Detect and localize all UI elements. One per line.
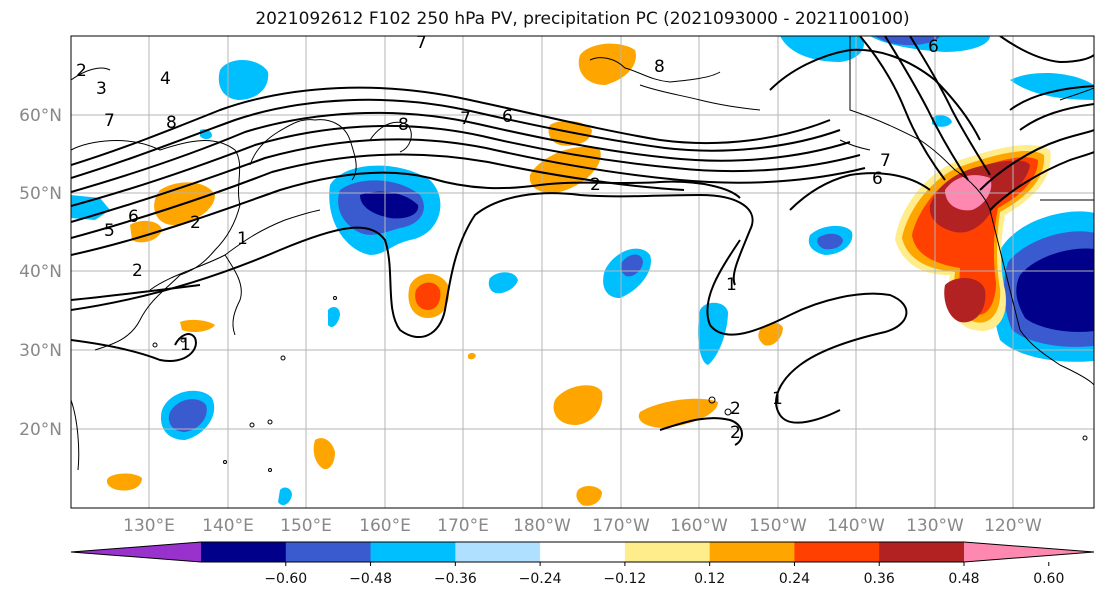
contour-label: 2 — [730, 423, 741, 443]
contour-label: 2 — [76, 61, 87, 81]
contour-label: 6 — [928, 37, 939, 57]
contour-label: 2 — [730, 399, 741, 419]
contour-label: 2 — [132, 261, 143, 281]
lon-tick-label: 180°W — [513, 516, 571, 536]
contour-label: 6 — [872, 169, 883, 189]
contour-label: 6 — [502, 107, 513, 127]
lon-tick-label: 150°W — [749, 516, 807, 536]
colorbar-segment — [624, 542, 711, 562]
pv-contour-1b — [659, 417, 743, 446]
lat-axis: 60°N 50°N 40°N 30°N 20°N — [19, 106, 62, 440]
colorbar-tick-label: −0.60 — [264, 571, 307, 587]
contour-label: 3 — [96, 79, 107, 99]
contour-label: 1 — [726, 275, 737, 295]
colorbar: −0.60 −0.48 −0.36 −0.24 −0.12 0.12 0.24 0.36 0.4… — [70, 541, 1095, 587]
contour-label: 5 — [104, 221, 115, 241]
lat-tick-label: 20°N — [19, 420, 62, 440]
lat-tick-label: 30°N — [19, 341, 62, 361]
colorbar-tick-label: 0.36 — [864, 571, 895, 587]
contour-label: 1 — [772, 389, 783, 409]
lat-tick-label: 40°N — [19, 262, 62, 282]
pv-contour-3 — [71, 153, 685, 239]
island-coastlines — [152, 296, 1088, 472]
contour-label: 1 — [237, 229, 248, 249]
contour-label: 7 — [416, 33, 427, 53]
colorbar-extend-max — [964, 542, 1094, 562]
lat-tick-label: 50°N — [19, 184, 62, 204]
colorbar-segment — [455, 542, 541, 562]
pv-contour-7 — [71, 98, 841, 179]
contour-label: 6 — [128, 207, 139, 227]
contour-labels: 2 3 4 7 8 6 5 2 7 8 6 2 7 6 1 1 2 2 6 7 … — [76, 33, 939, 443]
map-frame — [70, 35, 1095, 509]
contour-label: 8 — [398, 115, 409, 135]
contour-label: 7 — [104, 111, 115, 131]
coastlines — [71, 36, 1094, 471]
colorbar-tick-label: −0.36 — [434, 571, 477, 587]
colorbar-outline — [70, 541, 1095, 563]
lon-tick-label: 150°E — [280, 516, 332, 536]
lon-tick-label: 130°E — [123, 516, 175, 536]
pv-contour-5 — [71, 124, 861, 207]
pv-contour-east-coast — [979, 129, 1094, 211]
pv-contour-ne — [859, 36, 1094, 181]
lon-tick-label: 120°W — [984, 516, 1042, 536]
precip-anomaly-negative — [71, 36, 1094, 506]
pv-contour-2 — [71, 171, 741, 256]
lon-axis: 130°E 140°E 150°E 160°E 170°E 180°W 170°… — [123, 516, 1042, 536]
pv-contour-mid — [769, 48, 981, 211]
colorbar-segment — [879, 542, 965, 562]
contour-label: 2 — [590, 175, 601, 195]
contour-label: 8 — [166, 113, 177, 133]
colorbar-segment — [285, 542, 372, 562]
contour-label: 7 — [460, 109, 471, 129]
pv-contours — [71, 36, 1094, 446]
colorbar-segment — [540, 542, 626, 562]
colorbar-segment — [201, 542, 287, 562]
colorbar-tick-label: 0.24 — [779, 571, 810, 587]
colorbar-segment — [794, 542, 880, 562]
pv-contour-sw — [71, 333, 197, 362]
gridlines — [71, 36, 1094, 508]
pv-contour-2b — [71, 192, 754, 339]
lon-tick-label: 160°E — [359, 516, 411, 536]
colorbar-tick-label: −0.12 — [603, 571, 646, 587]
contour-label: 2 — [190, 213, 201, 233]
pv-contour-8 — [71, 86, 831, 166]
contour-label: 4 — [160, 69, 171, 89]
colorbar-extend-min — [71, 542, 201, 562]
pv-contour-4 — [71, 138, 866, 223]
colorbar-tick-label: −0.48 — [349, 571, 392, 587]
colorbar-segment — [709, 542, 795, 562]
lon-tick-label: 170°E — [437, 516, 489, 536]
lon-tick-label: 140°E — [202, 516, 254, 536]
map-title: 2021092612 F102 250 hPa PV, precipitatio… — [255, 9, 910, 29]
lon-tick-label: 130°W — [906, 516, 964, 536]
colorbar-tick-label: 0.60 — [1033, 571, 1064, 587]
lon-tick-label: 170°W — [592, 516, 650, 536]
colorbar-tick-label: −0.24 — [519, 571, 562, 587]
lon-tick-label: 140°W — [827, 516, 885, 536]
lat-tick-label: 60°N — [19, 106, 62, 126]
pv-contour-1 — [71, 239, 908, 424]
colorbar-tick-label: 0.48 — [948, 571, 979, 587]
pv-contour-6 — [71, 111, 851, 193]
contour-label: 8 — [654, 57, 665, 77]
lon-tick-label: 160°W — [670, 516, 728, 536]
colorbar-segment — [370, 542, 456, 562]
contour-label: 1 — [180, 335, 191, 355]
colorbar-tick-label: 0.12 — [694, 571, 725, 587]
contour-label: 7 — [880, 151, 891, 171]
